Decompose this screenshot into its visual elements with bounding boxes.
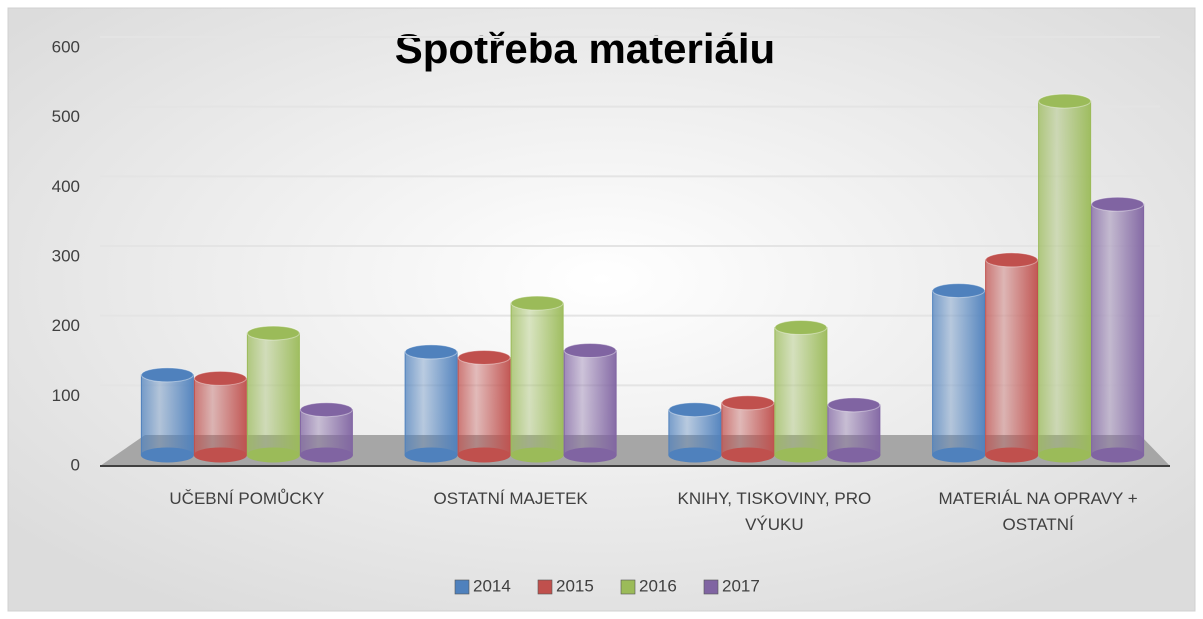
cylinder-top [299,402,353,418]
legend-label: 2015 [556,576,594,595]
cylinder-top [246,325,300,341]
bar [1091,203,1145,456]
floor [100,435,1170,466]
cylinder [1091,196,1145,463]
cylinder [510,295,564,463]
cylinder [1038,93,1092,463]
bar [457,356,511,456]
y-tick-label: 300 [52,246,80,265]
x-tick-label: OSTATNÍ MAJETEK [433,489,588,508]
y-tick-label: 500 [52,107,80,126]
chart-title: Spotřeba materiálu [395,25,775,72]
cylinder-top [721,395,775,411]
y-tick-label: 600 [52,37,80,56]
bar [985,259,1039,456]
cylinder [404,344,458,463]
bar [827,404,881,456]
cylinder [299,402,353,463]
legend-label: 2014 [473,576,511,595]
bar [246,332,300,456]
x-tick-label: KNIHY, TISKOVINY, PRO VÝUKU [677,489,872,534]
cylinder [985,252,1039,463]
cylinder [827,397,881,463]
bar [668,409,722,456]
cylinder [774,320,828,463]
cylinder-top [932,283,986,299]
cylinder-top [668,402,722,418]
legend-label: 2017 [722,576,760,595]
y-tick-label: 100 [52,386,80,405]
cylinder [246,325,300,463]
legend-swatch [454,579,470,595]
cylinder [563,343,617,463]
y-tick-label: 400 [52,177,80,196]
cylinder-top [827,397,881,413]
bar [563,350,617,456]
cylinder-top [774,320,828,336]
y-tick-label: 200 [52,316,80,335]
cylinder-top [985,252,1039,268]
bar [404,351,458,456]
cylinder [457,349,511,463]
legend-label: 2016 [639,576,677,595]
cylinder [140,367,194,463]
cylinder-top [404,344,458,360]
bar [1038,100,1092,456]
cylinder-top [563,343,617,358]
cylinder [721,395,775,463]
cylinder-top [1091,196,1145,212]
bar [510,302,564,456]
cylinder-top [140,367,194,383]
x-tick-label: MATERIÁL NA OPRAVY + OSTATNÍ [938,489,1138,534]
legend-swatch [620,579,636,595]
bar [140,374,194,456]
cylinder [668,402,722,463]
cylinder-top [510,295,564,311]
legend-swatch [703,579,719,595]
bar [193,377,247,456]
cylinder-top [193,370,247,386]
cylinder-top [457,349,511,365]
cylinder-top [1038,93,1092,109]
bar [932,290,986,456]
legend-swatch [537,579,553,595]
cylinder [932,283,986,463]
cylinder [193,370,247,463]
x-tick-label: UČEBNÍ POMŮCKY [169,489,325,508]
bar [774,327,828,456]
y-tick-label: 0 [71,455,80,474]
bar [721,402,775,456]
